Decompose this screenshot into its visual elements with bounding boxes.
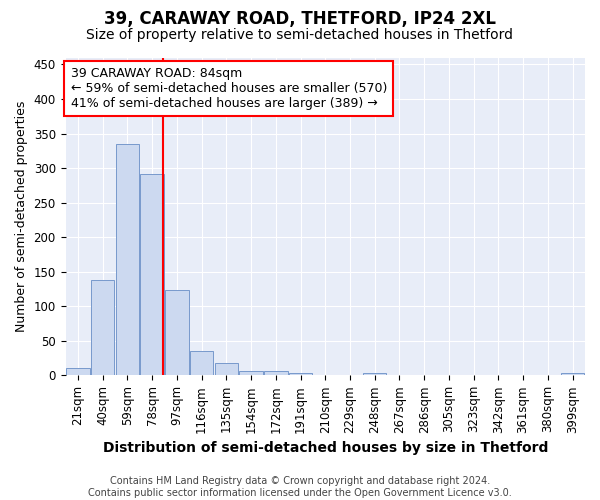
Bar: [239, 371, 263, 376]
Bar: [140, 174, 164, 376]
Bar: [264, 371, 287, 376]
Bar: [289, 372, 312, 376]
Text: 39, CARAWAY ROAD, THETFORD, IP24 2XL: 39, CARAWAY ROAD, THETFORD, IP24 2XL: [104, 10, 496, 28]
Y-axis label: Number of semi-detached properties: Number of semi-detached properties: [15, 100, 28, 332]
Bar: [91, 280, 115, 376]
Bar: [363, 372, 386, 376]
Bar: [66, 368, 89, 376]
Text: 39 CARAWAY ROAD: 84sqm
← 59% of semi-detached houses are smaller (570)
41% of se: 39 CARAWAY ROAD: 84sqm ← 59% of semi-det…: [71, 67, 387, 110]
Bar: [561, 372, 584, 376]
X-axis label: Distribution of semi-detached houses by size in Thetford: Distribution of semi-detached houses by …: [103, 441, 548, 455]
Text: Contains HM Land Registry data © Crown copyright and database right 2024.
Contai: Contains HM Land Registry data © Crown c…: [88, 476, 512, 498]
Bar: [116, 144, 139, 376]
Bar: [215, 363, 238, 376]
Bar: [190, 351, 214, 376]
Text: Size of property relative to semi-detached houses in Thetford: Size of property relative to semi-detach…: [86, 28, 514, 42]
Bar: [165, 290, 188, 376]
